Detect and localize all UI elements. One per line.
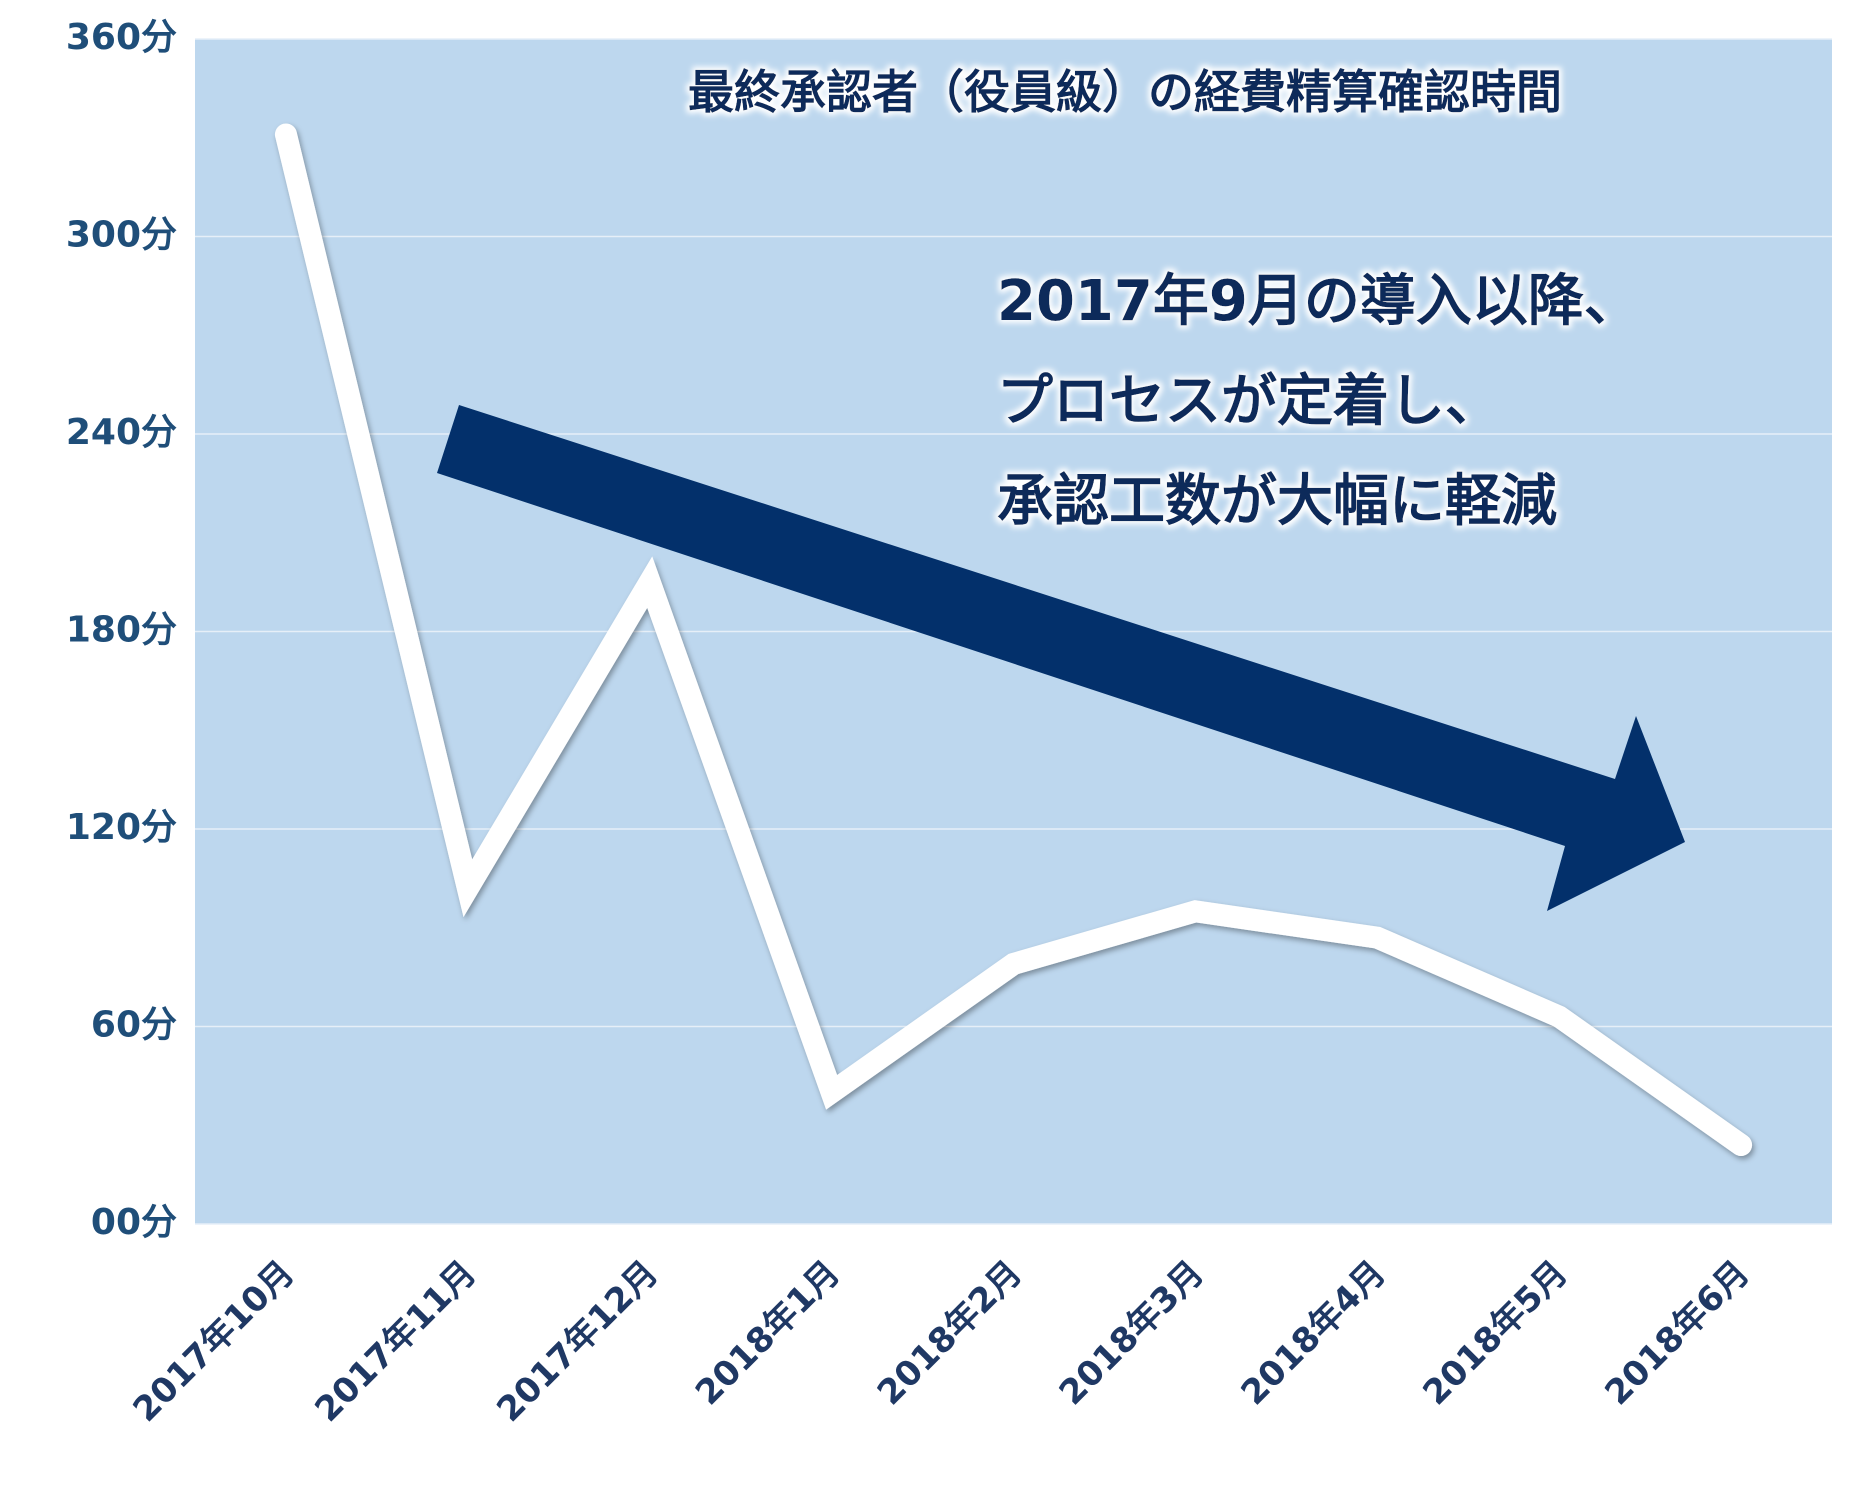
- x-tick-label: 2018年2月: [870, 1253, 1030, 1413]
- line: [274, 123, 1753, 1156]
- chart-title: 最終承認者（役員級）の経費精算確認時間: [688, 65, 1562, 119]
- x-tick-label: 2018年1月: [688, 1253, 848, 1413]
- trend-arrow: [437, 405, 1685, 911]
- y-tick-label: 00分: [91, 1202, 177, 1243]
- x-tick-label: 2017年12月: [489, 1253, 666, 1430]
- x-tick-label: 2017年11月: [307, 1253, 484, 1430]
- annotation: プロセスが定着し、: [997, 369, 1501, 434]
- y-tick-label: 300分: [66, 215, 177, 256]
- y-tick-label: 240分: [66, 412, 177, 453]
- x-tick-label: 2018年5月: [1416, 1253, 1576, 1413]
- y-tick-label: 120分: [66, 807, 177, 848]
- y-tick-label: 60分: [91, 1005, 177, 1046]
- x-tick-label: 2018年3月: [1052, 1253, 1212, 1413]
- x-tick-label: 2018年4月: [1234, 1253, 1394, 1413]
- y-tick-label: 360分: [66, 17, 177, 58]
- x-tick-label: 2018年6月: [1597, 1253, 1757, 1413]
- annotation: 2017年9月の導入以降、: [997, 269, 1640, 334]
- x-tick-label: 2017年10月: [126, 1253, 303, 1430]
- y-tick-label: 180分: [66, 610, 177, 651]
- annotation: 承認工数が大幅に軽減: [997, 469, 1557, 534]
